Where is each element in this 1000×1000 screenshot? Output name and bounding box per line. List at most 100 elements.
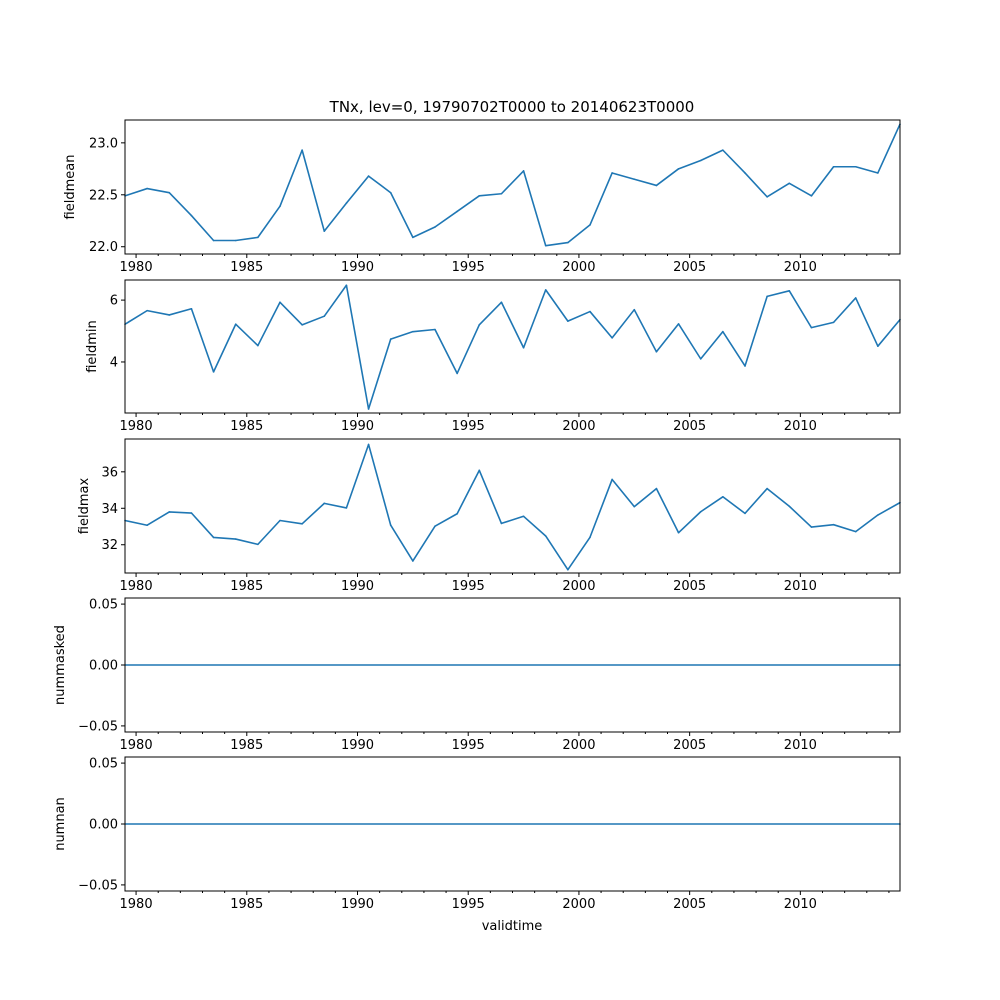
data-point-fieldmin [389,338,392,340]
data-point-fieldmax [500,522,503,525]
data-point-fieldmean [699,159,702,162]
y-axis-label-nummasked: nummasked [53,625,68,705]
x-tick-label: 1990 [341,260,374,275]
x-tick-label: 2010 [784,738,817,753]
y-tick-label: −0.05 [78,878,118,893]
x-tick-label: 1995 [452,897,485,912]
data-point-fieldmin [522,346,525,349]
data-point-fieldmin [810,326,813,329]
data-point-fieldmin [633,308,636,311]
data-point-fieldmin [677,323,680,325]
data-point-fieldmin [832,321,835,324]
data-point-fieldmean [522,170,525,172]
data-point-fieldmean [655,184,658,187]
data-point-fieldmax [567,568,569,571]
subplot-fieldmax: 1980 1985 1990 1995 2000 2005 2010 32 34 36 fieldm… [77,438,901,594]
data-point-fieldmean [323,230,326,232]
data-point-fieldmax [301,522,303,525]
data-point-fieldmax [234,538,237,540]
data-point-fieldmin [788,290,791,292]
axes-frame-fieldmax [124,438,901,574]
data-point-fieldmax [633,505,636,508]
subplot-nummasked: 1980 1985 1990 1995 2000 2005 2010 −0.05 0.00 0.0… [53,597,901,753]
data-point-fieldmax [478,469,481,472]
data-point-fieldmin [190,307,193,310]
data-point-fieldmin [212,371,215,373]
data-point-fieldmean [434,226,436,228]
x-tick-label: 2010 [784,579,817,594]
x-tick-label: 1995 [452,579,485,594]
x-tick-label: 1995 [452,260,485,275]
data-point-fieldmax [212,536,215,539]
y-tick-label: −0.05 [78,719,118,734]
data-point-fieldmean [146,187,148,190]
x-tick-label: 2005 [673,738,706,753]
data-point-fieldmax [389,524,392,527]
data-point-fieldmin [699,358,702,360]
data-point-fieldmean [611,172,613,174]
x-tick-label: 1980 [120,897,153,912]
x-tick-label: 2010 [784,419,817,434]
data-point-fieldmean [544,244,547,247]
data-point-fieldmax [412,560,414,562]
data-point-fieldmean [766,196,768,198]
data-point-fieldmax [877,514,879,516]
figure-title: TNx, lev=0, 19790702T0000 to 20140623T00… [329,98,695,116]
series-line-fieldmax [124,443,901,571]
y-axis-label-numnan: numnan [53,797,68,851]
y-axis-label-fieldmean: fieldmean [63,155,78,220]
data-point-fieldmin [500,301,503,304]
data-point-fieldmax [699,510,702,513]
data-point-fieldmin [234,323,237,326]
x-tick-label: 2005 [673,260,706,275]
data-point-fieldmin [168,314,171,316]
y-tick-label: 32 [101,538,118,553]
data-point-fieldmin [744,365,746,367]
y-tick-label: 22.5 [89,188,118,203]
x-tick-label: 1995 [452,738,485,753]
data-point-fieldmean [744,172,746,174]
x-tick-label: 2005 [673,897,706,912]
data-point-fieldmax [788,505,791,508]
data-point-fieldmin [877,345,879,347]
x-tick-label: 2010 [784,260,817,275]
x-tick-label: 1980 [120,579,153,594]
data-point-fieldmin [589,310,591,313]
data-point-fieldmin [257,344,259,347]
data-point-fieldmean [190,214,193,217]
data-point-fieldmax [722,495,724,498]
data-point-fieldmin [146,309,148,312]
x-tick-label: 2000 [562,419,595,434]
x-tick-label: 1980 [120,260,153,275]
y-axis-label-fieldmax: fieldmax [77,478,92,535]
data-point-fieldmin [766,295,768,298]
data-point-fieldmin [567,320,569,322]
x-tick-label: 1995 [452,419,485,434]
data-point-fieldmean [854,165,857,168]
data-point-fieldmean [345,202,348,204]
data-point-fieldmax [456,512,458,515]
data-point-fieldmax [522,515,525,518]
x-tick-label: 2000 [562,579,595,594]
y-axis-label-fieldmin: fieldmin [85,320,100,373]
data-point-fieldmean [832,165,835,168]
data-point-fieldmean [500,192,503,195]
subplot-fieldmean: 1980 1985 1990 1995 2000 2005 2010 22.0 22.5 23.0… [63,119,901,275]
x-tick-label: 2000 [562,738,595,753]
data-point-fieldmean [456,210,458,213]
data-point-fieldmax [146,524,148,527]
x-tick-label: 1990 [341,738,374,753]
y-tick-label: 22.0 [89,240,118,255]
data-point-fieldmean [279,205,281,208]
x-tick-label: 1990 [341,419,374,434]
data-point-fieldmax [190,512,193,514]
x-tick-label: 1985 [230,579,263,594]
data-point-fieldmax [279,519,281,522]
data-point-fieldmean [589,224,591,226]
data-point-fieldmin [478,324,481,326]
data-point-fieldmin [655,350,658,353]
subplots: 1980 1985 1990 1995 2000 2005 2010 22.0 22.5 23.0… [53,119,901,912]
data-point-fieldmean [788,182,791,185]
data-point-fieldmin [722,330,724,333]
